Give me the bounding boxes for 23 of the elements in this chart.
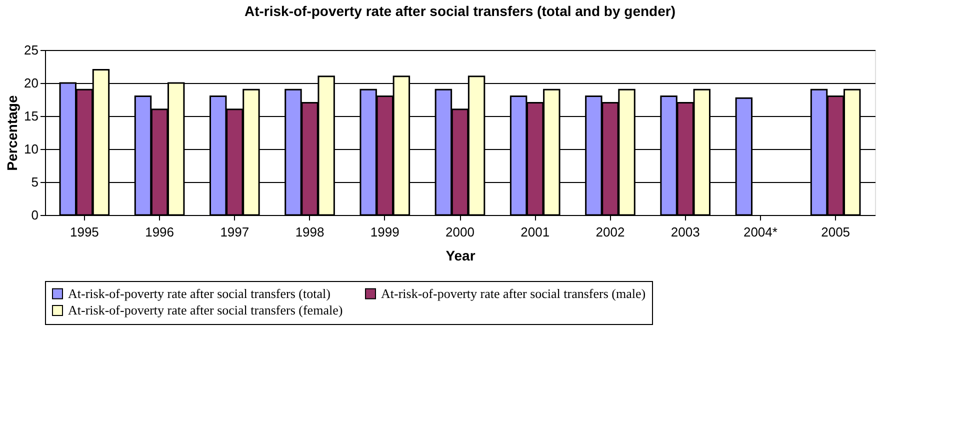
legend-label: At-risk-of-poverty rate after social transfers (total) (68, 286, 330, 301)
y-tick-label: 15 (24, 108, 38, 124)
y-tick-label: 0 (31, 208, 38, 222)
x-tick-label: 1999 (370, 224, 400, 240)
x-axis-title: Year (446, 248, 476, 264)
x-tick-label: 2005 (821, 224, 850, 240)
x-tick-label: 1997 (220, 224, 250, 240)
legend-label: At-risk-of-poverty rate after social transfers (female) (68, 302, 343, 318)
x-tick-label: 2002 (596, 224, 625, 240)
y-tick-label: 5 (31, 174, 38, 190)
x-tick-label: 1995 (70, 224, 99, 240)
x-tick-label: 2003 (670, 224, 700, 240)
y-tick-label: 25 (24, 42, 38, 58)
y-tick-label: 10 (24, 142, 38, 156)
legend-label: At-risk-of-poverty rate after social transfers (male) (381, 286, 646, 301)
x-tick-label: 1996 (145, 224, 174, 240)
x-tick-label: 2000 (446, 224, 474, 240)
x-tick-label: 1998 (295, 224, 324, 240)
x-tick-label: 2001 (520, 224, 550, 240)
y-axis-title: Percentage (4, 95, 20, 171)
chart-title: At-risk-of-poverty rate after social transfers (total and by gender) (244, 3, 676, 19)
x-tick-label: 2004* (743, 224, 778, 240)
y-tick-label: 20 (24, 76, 38, 90)
